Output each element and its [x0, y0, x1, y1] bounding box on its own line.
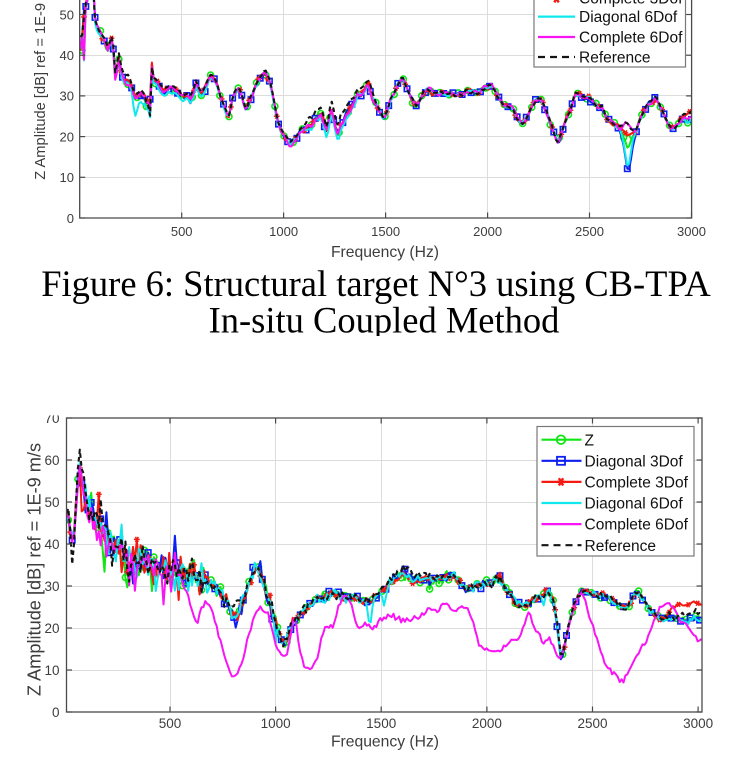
svg-text:0: 0 — [52, 705, 60, 720]
svg-text:2500: 2500 — [575, 224, 604, 239]
svg-text:Reference: Reference — [579, 50, 651, 67]
svg-text:3000: 3000 — [677, 224, 706, 239]
svg-text:1500: 1500 — [366, 716, 396, 731]
svg-text:Reference: Reference — [585, 538, 657, 555]
svg-text:Diagonal 6Dof: Diagonal 6Dof — [579, 9, 678, 26]
svg-text:1000: 1000 — [269, 224, 298, 239]
svg-text:2000: 2000 — [472, 716, 502, 731]
svg-text:Figure 6: Structural target N°: Figure 6: Structural target N°3 using CB… — [41, 263, 711, 304]
svg-text:Diagonal 3Dof: Diagonal 3Dof — [585, 453, 684, 470]
svg-text:30: 30 — [60, 89, 74, 104]
svg-text:500: 500 — [159, 716, 182, 731]
svg-text:500: 500 — [171, 224, 193, 239]
svg-text:0: 0 — [67, 211, 74, 226]
svg-text:Complete 6Dof: Complete 6Dof — [579, 30, 683, 47]
svg-text:50: 50 — [44, 495, 59, 510]
svg-text:Z: Z — [585, 432, 594, 449]
svg-text:60: 60 — [44, 453, 59, 468]
svg-text:30: 30 — [44, 579, 59, 594]
svg-text:20: 20 — [44, 621, 59, 636]
svg-text:1000: 1000 — [261, 716, 291, 731]
svg-text:50: 50 — [60, 7, 74, 22]
svg-text:40: 40 — [60, 48, 74, 63]
svg-text:3000: 3000 — [683, 716, 713, 731]
svg-text:10: 10 — [44, 663, 59, 678]
svg-text:Frequency (Hz): Frequency (Hz) — [331, 733, 439, 750]
svg-text:40: 40 — [44, 537, 59, 552]
svg-text:Complete 6Dof: Complete 6Dof — [585, 517, 689, 534]
svg-text:1500: 1500 — [371, 224, 400, 239]
svg-text:Complete 3Dof: Complete 3Dof — [585, 475, 689, 492]
svg-text:20: 20 — [60, 129, 74, 144]
svg-text:Z Amplitude [dB] ref = 1E-9 m/: Z Amplitude [dB] ref = 1E-9 m/s — [25, 443, 45, 696]
svg-text:In-situ Coupled Method: In-situ Coupled Method — [209, 299, 560, 340]
svg-text:10: 10 — [60, 170, 74, 185]
svg-text:Frequency (Hz): Frequency (Hz) — [331, 244, 439, 261]
svg-text:2000: 2000 — [473, 224, 502, 239]
svg-text:Complete 3Dof: Complete 3Dof — [579, 0, 683, 7]
svg-text:2500: 2500 — [577, 716, 607, 731]
svg-text:Z Amplitude [dB] ref = 1E-9 m/: Z Amplitude [dB] ref = 1E-9 m/s — [33, 0, 49, 180]
svg-text:Diagonal 6Dof: Diagonal 6Dof — [585, 496, 684, 513]
